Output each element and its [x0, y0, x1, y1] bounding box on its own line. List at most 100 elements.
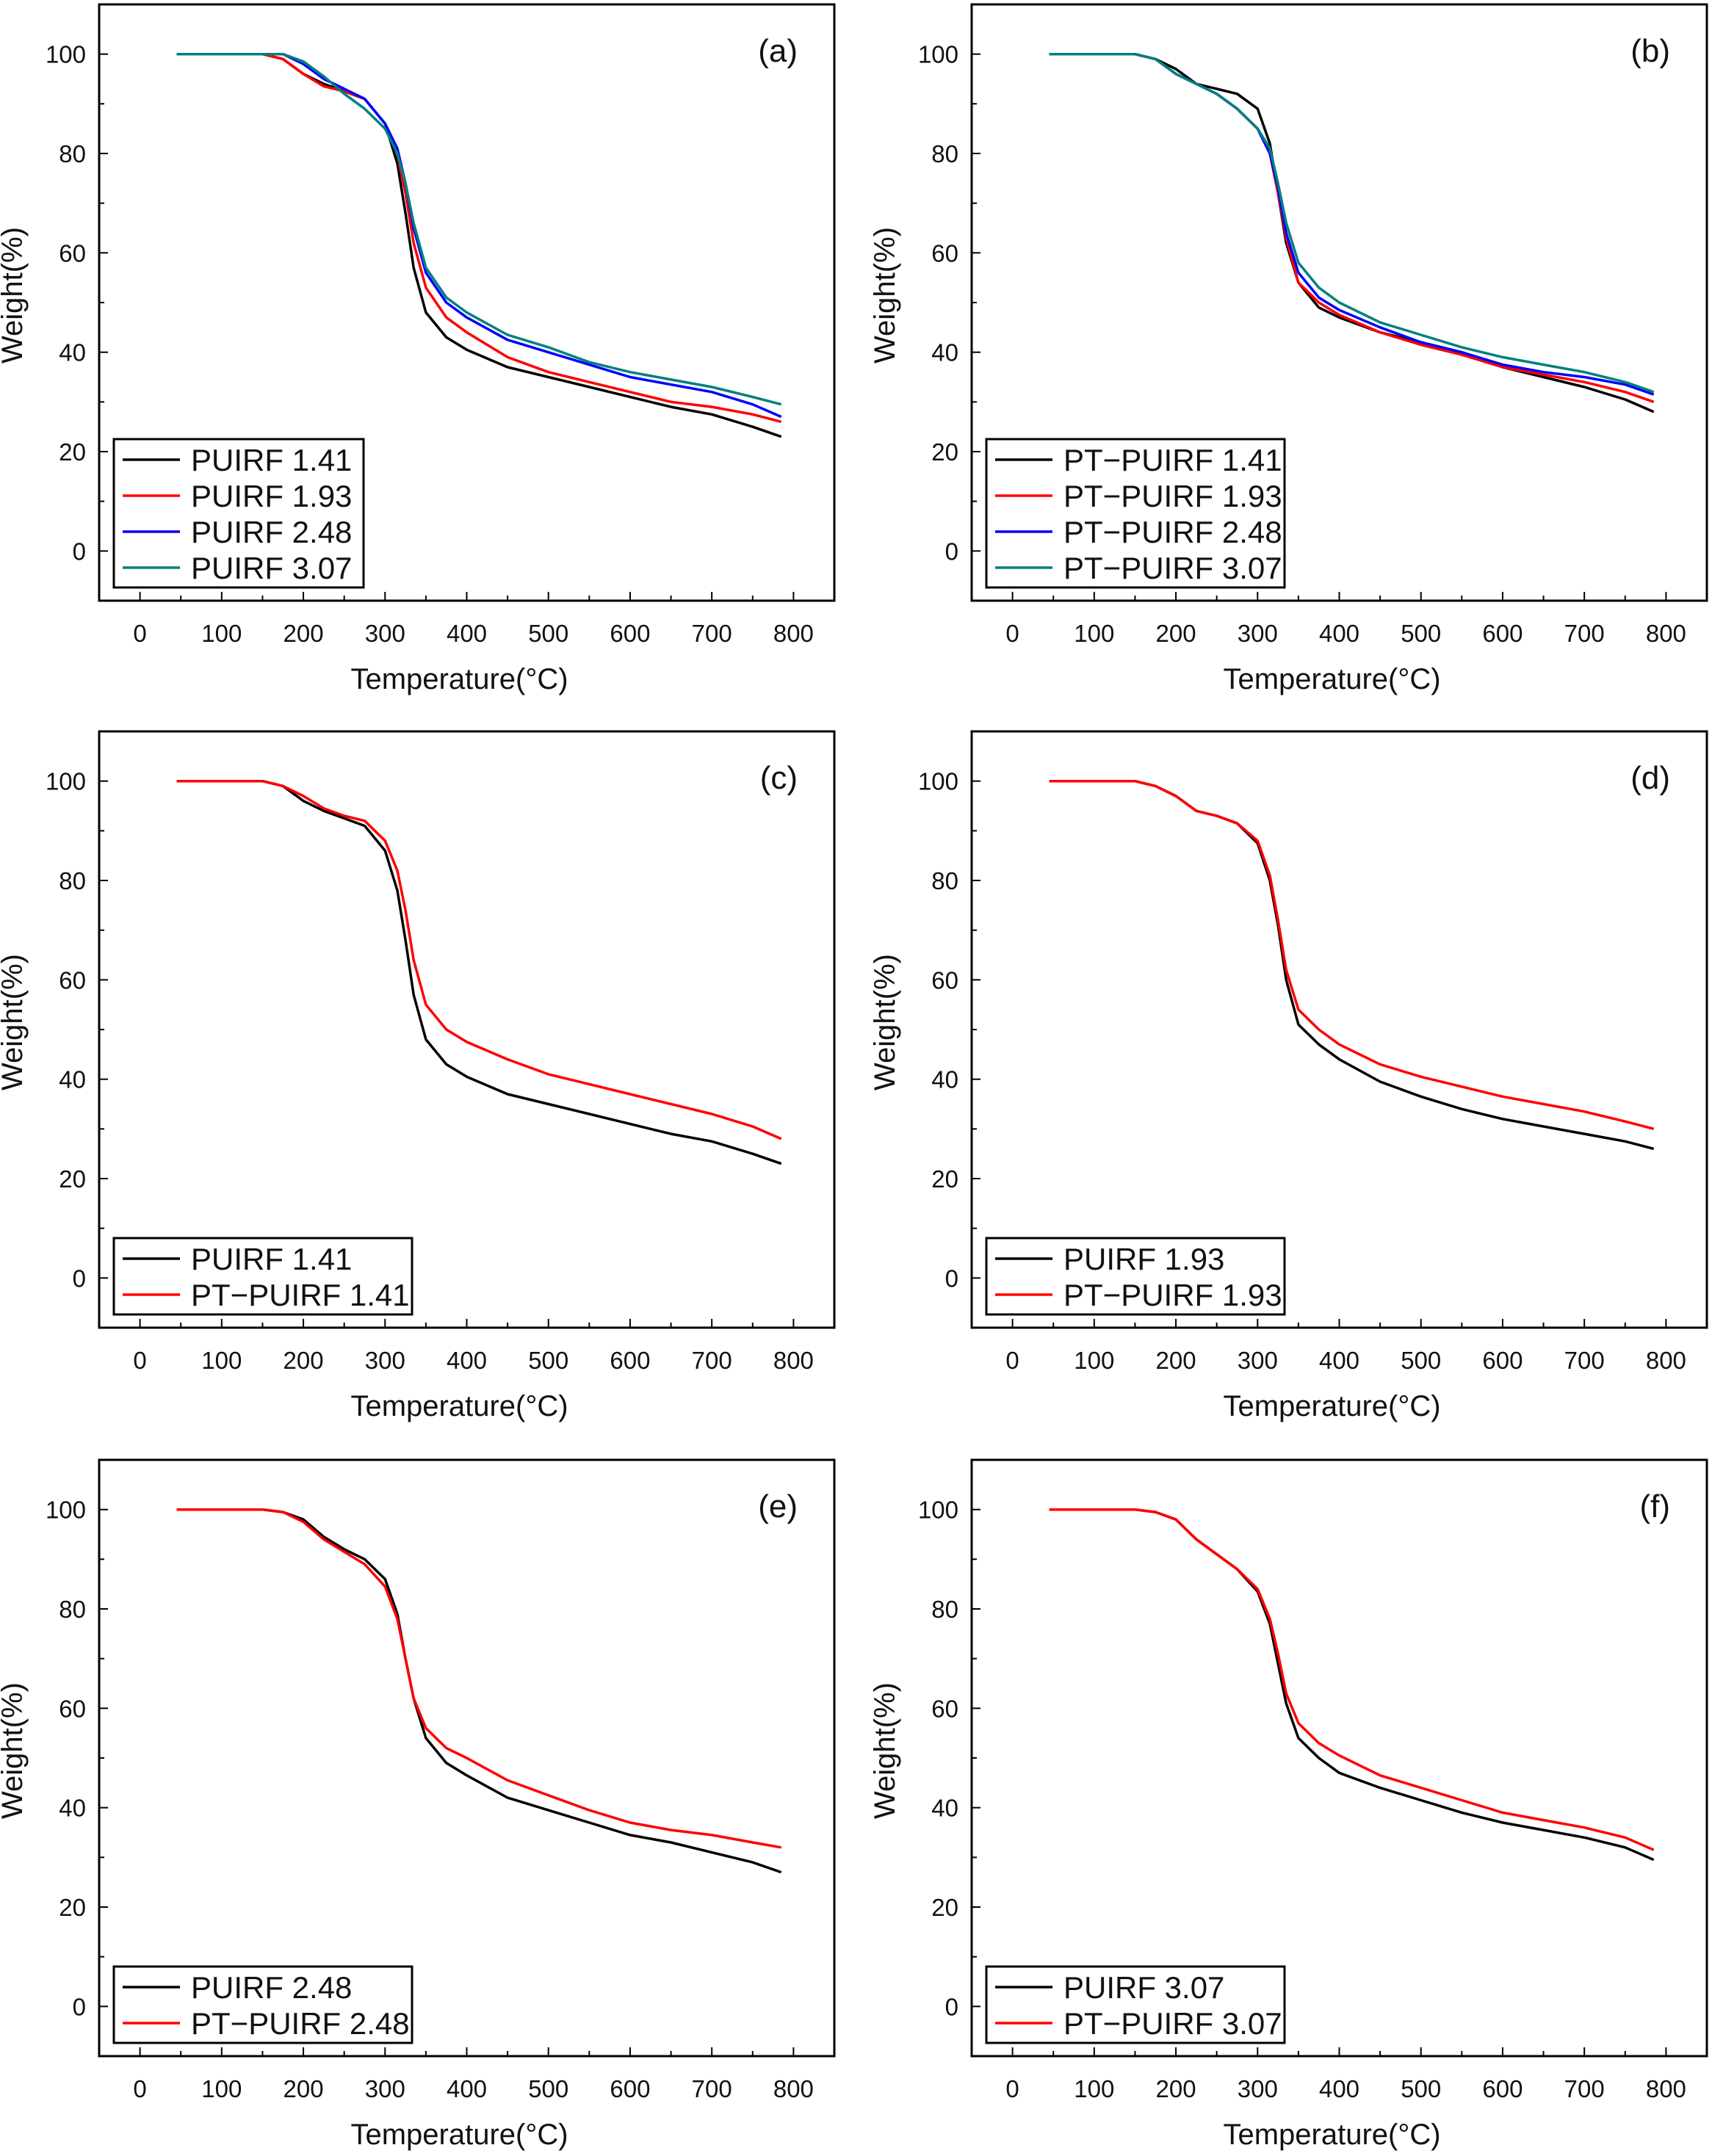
- x-tick-label: 0: [133, 1347, 146, 1374]
- y-tick-label: 100: [46, 768, 86, 795]
- y-tick-label: 80: [931, 1596, 958, 1623]
- y-tick-label: 80: [931, 867, 958, 894]
- y-tick-label: 80: [59, 140, 86, 167]
- x-tick-label: 700: [692, 1347, 732, 1374]
- y-axis-title: Weight(%): [0, 954, 29, 1090]
- x-axis-title: Temperature(°C): [1223, 1390, 1440, 1422]
- x-tick-label: 600: [1482, 1347, 1523, 1374]
- series-line-puirf-1-41: [176, 52, 782, 438]
- x-tick-label: 800: [1646, 1347, 1686, 1374]
- panel-label: (f): [1639, 1488, 1670, 1524]
- x-tick-label: 0: [133, 2075, 146, 2102]
- y-tick-label: 40: [931, 1795, 958, 1822]
- legend-label: PT−PUIRF 1.93: [1063, 479, 1282, 513]
- x-axis-title: Temperature(°C): [350, 663, 568, 695]
- y-tick-label: 60: [59, 239, 86, 267]
- x-tick-label: 0: [133, 620, 146, 647]
- panel-label: (c): [760, 760, 798, 796]
- y-tick-label: 100: [918, 768, 958, 795]
- x-tick-label: 600: [1482, 2075, 1523, 2102]
- y-tick-label: 20: [931, 1165, 958, 1193]
- y-tick-label: 20: [59, 1165, 86, 1193]
- y-tick-label: 0: [945, 1265, 958, 1292]
- series-line-pt-puirf-1-93: [1049, 779, 1655, 1130]
- x-tick-label: 200: [1156, 620, 1196, 647]
- x-tick-label: 500: [528, 1347, 568, 1374]
- x-tick-label: 300: [365, 1347, 405, 1374]
- x-tick-label: 800: [773, 1347, 814, 1374]
- x-tick-label: 600: [1482, 620, 1523, 647]
- y-tick-label: 40: [59, 1066, 86, 1093]
- x-tick-label: 300: [1238, 1347, 1278, 1374]
- legend-label: PUIRF 1.41: [191, 443, 352, 477]
- y-axis-title: Weight(%): [869, 954, 901, 1090]
- x-tick-label: 400: [447, 620, 487, 647]
- y-tick-label: 0: [73, 538, 86, 565]
- legend-box: [985, 438, 1286, 589]
- legend-label: PUIRF 1.93: [191, 479, 352, 513]
- series-line-pt-puirf-2-48: [1049, 52, 1655, 396]
- series-line-pt-puirf-1-41: [1049, 52, 1655, 413]
- y-axis-title: Weight(%): [0, 227, 29, 363]
- y-tick-label: 60: [931, 966, 958, 994]
- series-line-puirf-1-93: [1049, 779, 1655, 1151]
- x-tick-label: 0: [1005, 1347, 1019, 1374]
- chart-panel-f: 0 100 200 300 400 500 600 700 800 0 20 40 60 80 100 Tem…: [869, 1458, 1708, 2151]
- panel-label: (b): [1630, 33, 1670, 69]
- x-tick-label: 100: [201, 620, 242, 647]
- legend-box: [112, 1237, 413, 1316]
- x-tick-label: 600: [610, 620, 650, 647]
- legend-label: PT−PUIRF 3.07: [1063, 551, 1282, 585]
- x-tick-label: 400: [1319, 2075, 1359, 2102]
- y-tick-label: 60: [59, 966, 86, 994]
- series-line-pt-puirf-3-07: [1049, 1508, 1655, 1851]
- legend-box: [112, 438, 365, 589]
- y-tick-label: 100: [918, 41, 958, 68]
- x-tick-label: 300: [1238, 2075, 1278, 2102]
- x-tick-label: 100: [1074, 620, 1114, 647]
- y-tick-label: 60: [931, 239, 958, 267]
- y-tick-label: 100: [46, 41, 86, 68]
- panel-label: (d): [1630, 760, 1670, 796]
- legend-label: PT−PUIRF 1.93: [1063, 1278, 1282, 1312]
- x-tick-label: 200: [283, 1347, 324, 1374]
- y-tick-label: 40: [59, 339, 86, 366]
- y-tick-label: 0: [73, 1265, 86, 1292]
- chart-panel-d: 0 100 200 300 400 500 600 700 800 0 20 40 60 80 100 Tem…: [869, 730, 1708, 1422]
- series-line-pt-puirf-3-07: [1049, 52, 1655, 394]
- legend-label: PT−PUIRF 2.48: [191, 2006, 410, 2041]
- x-tick-label: 100: [201, 2075, 242, 2102]
- x-axis-title: Temperature(°C): [1223, 2119, 1440, 2151]
- x-tick-label: 800: [773, 2075, 814, 2102]
- x-tick-label: 500: [1401, 1347, 1441, 1374]
- chart-panel-a: 0 100 200 300 400 500 600 700 800 0 20 40 60 80 100 Tem…: [0, 3, 836, 695]
- y-tick-label: 60: [931, 1695, 958, 1722]
- x-tick-label: 700: [692, 620, 732, 647]
- chart-panel-b: 0 100 200 300 400 500 600 700 800 0 20 40 60 80 100 Tem…: [869, 3, 1708, 695]
- x-tick-label: 0: [1005, 620, 1019, 647]
- x-tick-label: 300: [365, 620, 405, 647]
- y-tick-label: 20: [931, 438, 958, 466]
- x-tick-label: 300: [1238, 620, 1278, 647]
- panel-label: (e): [758, 1488, 798, 1524]
- legend-label: PUIRF 3.07: [191, 551, 352, 585]
- legend-label: PUIRF 1.41: [191, 1242, 352, 1276]
- legend-label: PUIRF 1.93: [1063, 1242, 1224, 1276]
- x-tick-label: 700: [692, 2075, 732, 2102]
- panel-label: (a): [758, 33, 798, 69]
- legend-label: PUIRF 2.48: [191, 515, 352, 549]
- y-tick-label: 0: [945, 1993, 958, 2020]
- x-tick-label: 400: [447, 1347, 487, 1374]
- y-tick-label: 20: [931, 1894, 958, 1921]
- y-tick-label: 80: [931, 140, 958, 167]
- legend-label: PT−PUIRF 1.41: [1063, 443, 1282, 477]
- y-tick-label: 20: [59, 438, 86, 466]
- x-tick-label: 200: [283, 2075, 324, 2102]
- x-tick-label: 700: [1564, 620, 1605, 647]
- x-axis-title: Temperature(°C): [350, 2119, 568, 2151]
- legend-box: [985, 1965, 1286, 2044]
- x-axis-title: Temperature(°C): [350, 1390, 568, 1422]
